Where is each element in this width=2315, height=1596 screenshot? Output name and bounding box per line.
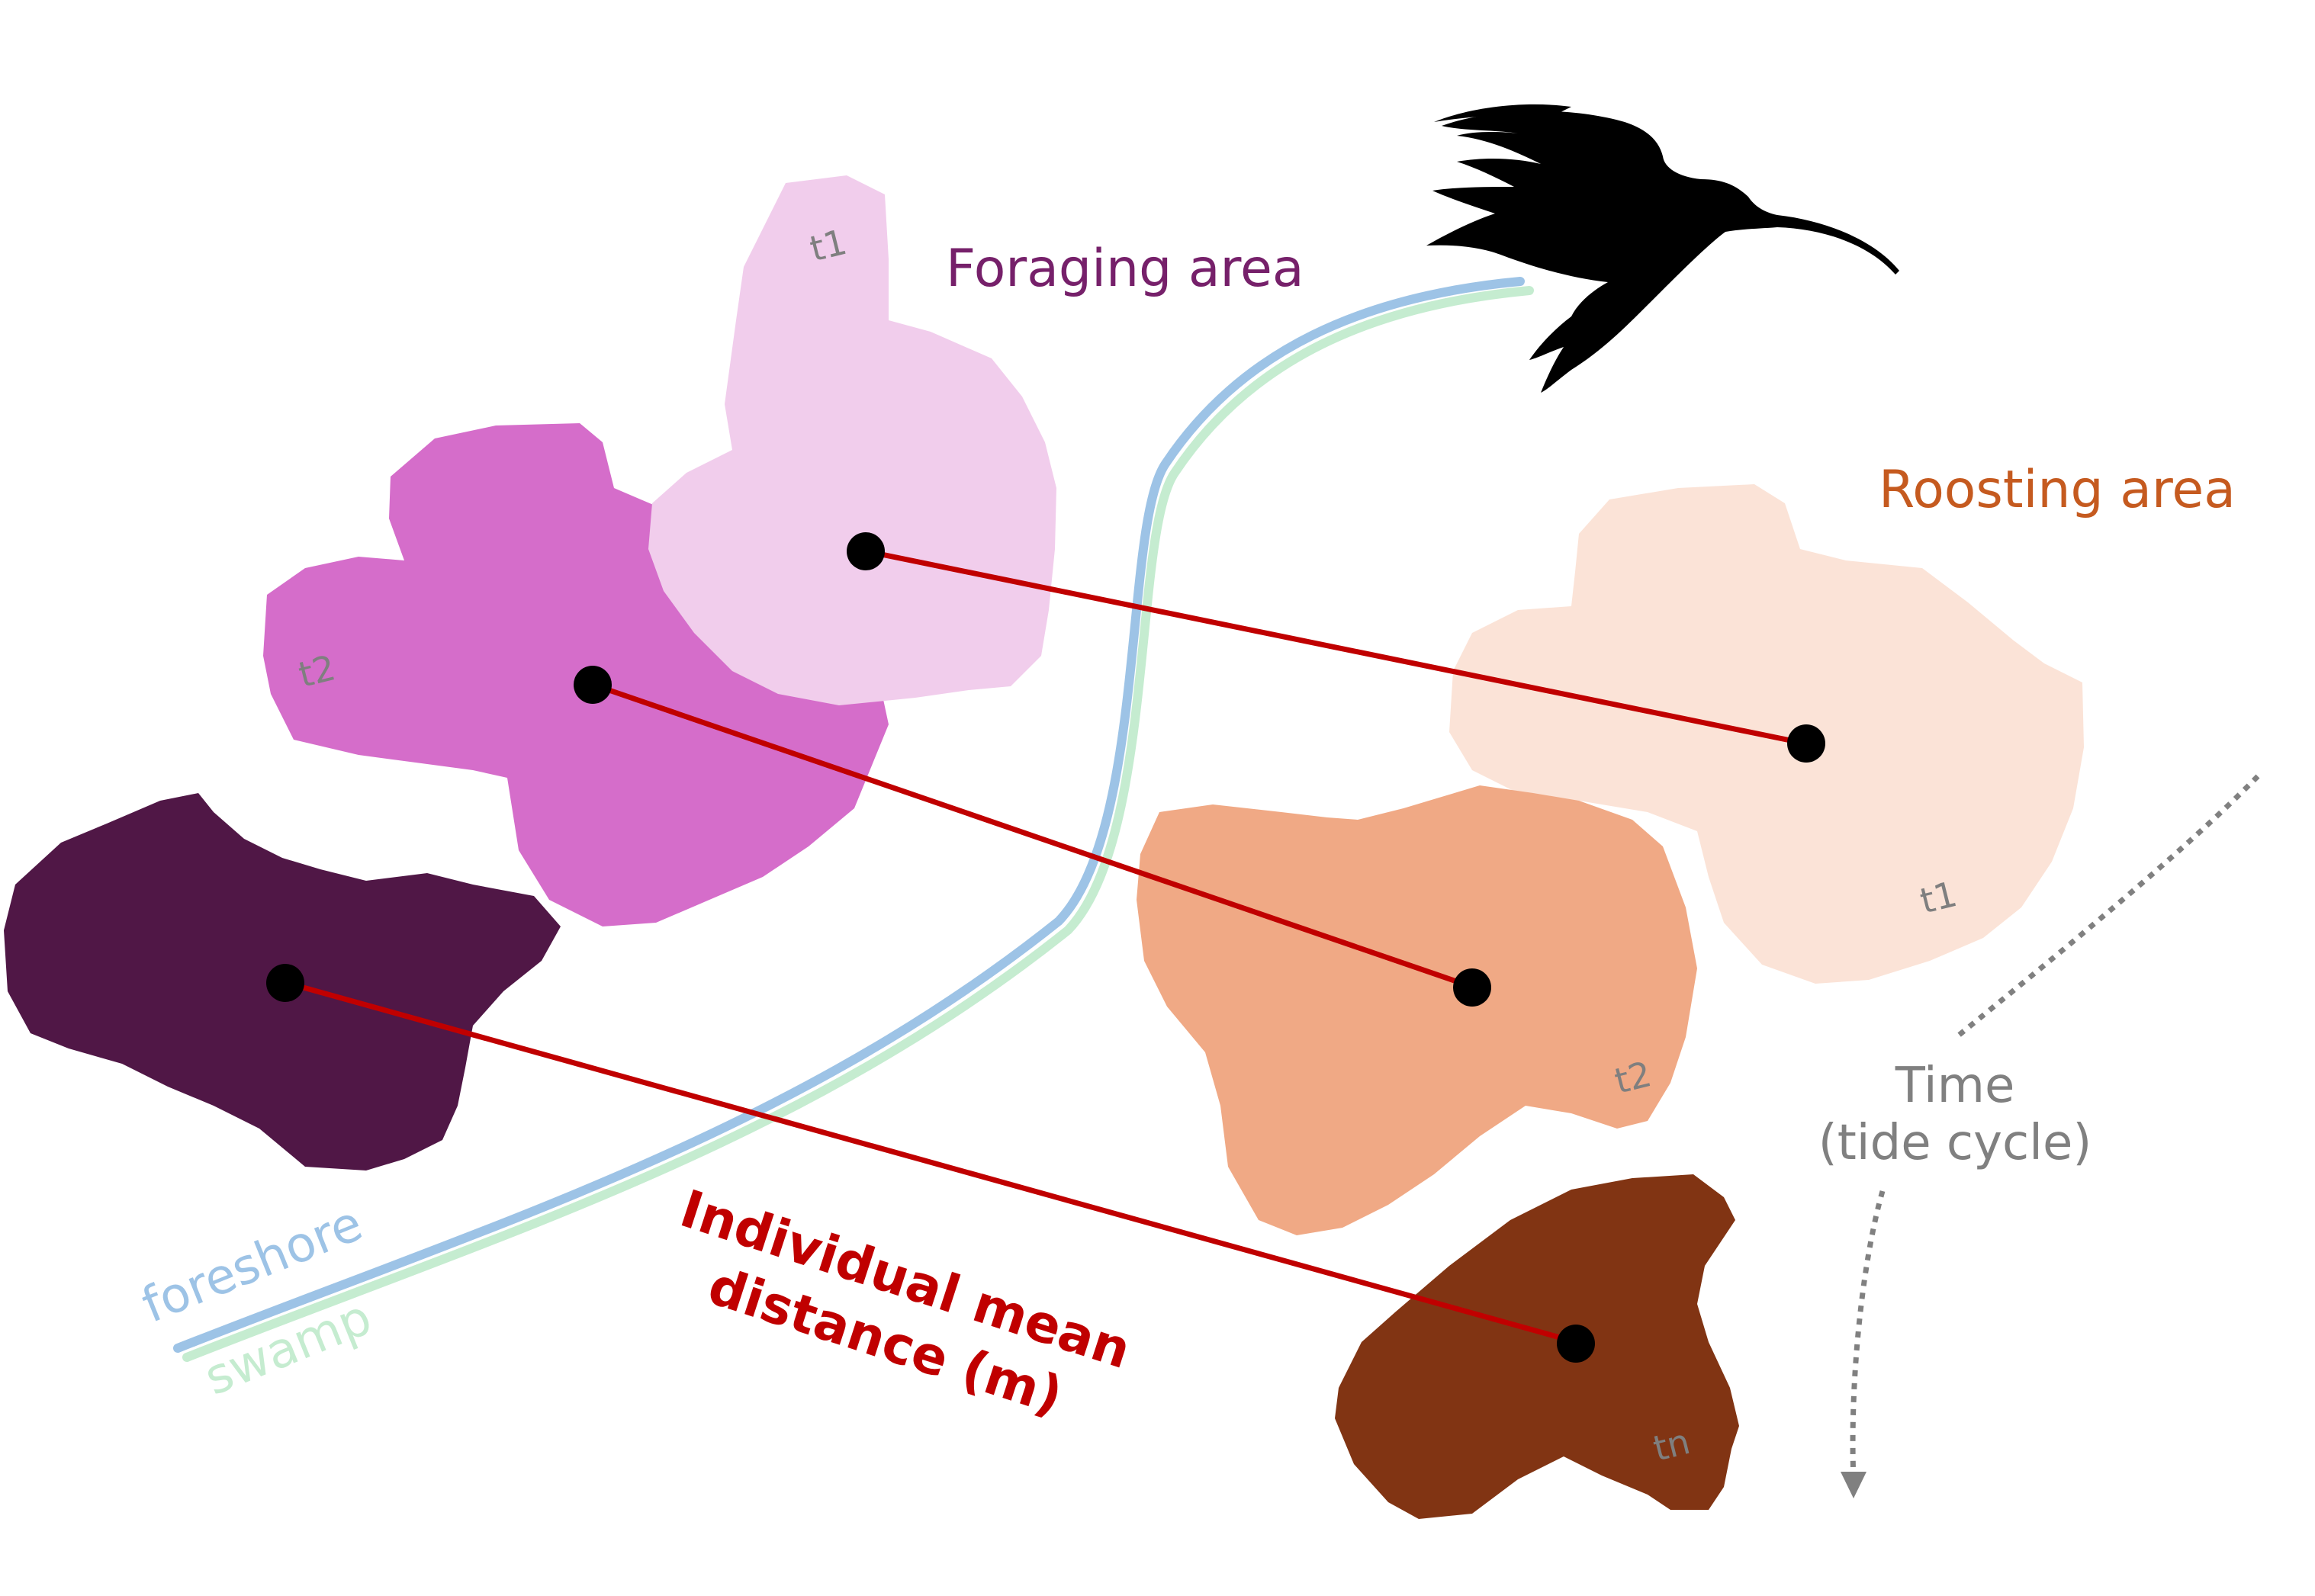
roosting-patch-t2 xyxy=(1137,785,1697,1235)
centroid-foraging-t1 xyxy=(847,532,885,570)
bird-silhouette-icon xyxy=(1426,104,1899,393)
distance-arrow-t2 xyxy=(592,682,1471,989)
tide-cycle-label: (tide cycle) xyxy=(1818,1115,2092,1171)
roosting-area-title: Roosting area xyxy=(1879,460,2236,520)
centroid-foraging-t2 xyxy=(574,666,612,704)
distance-arrows xyxy=(286,548,1802,1344)
foraging-area-title: Foraging area xyxy=(946,239,1304,299)
distance-arrow-tn xyxy=(286,980,1574,1344)
distance-label-group: Individual mean distance (m) xyxy=(674,1179,1138,1427)
centroid-roosting-tn xyxy=(1557,1325,1595,1363)
time-label: Time xyxy=(1895,1058,2015,1114)
roosting-patch-tn xyxy=(1335,1174,1739,1519)
centroid-foraging-tn xyxy=(266,964,304,1002)
distance-arrow-t1 xyxy=(866,548,1802,746)
time-arrow-lower xyxy=(1850,1190,1886,1480)
centroid-roosting-t2 xyxy=(1453,968,1491,1007)
time-arrow-upper xyxy=(1954,774,2260,1039)
time-arrowhead xyxy=(1841,1472,1866,1498)
centroid-roosting-t1 xyxy=(1787,724,1825,763)
